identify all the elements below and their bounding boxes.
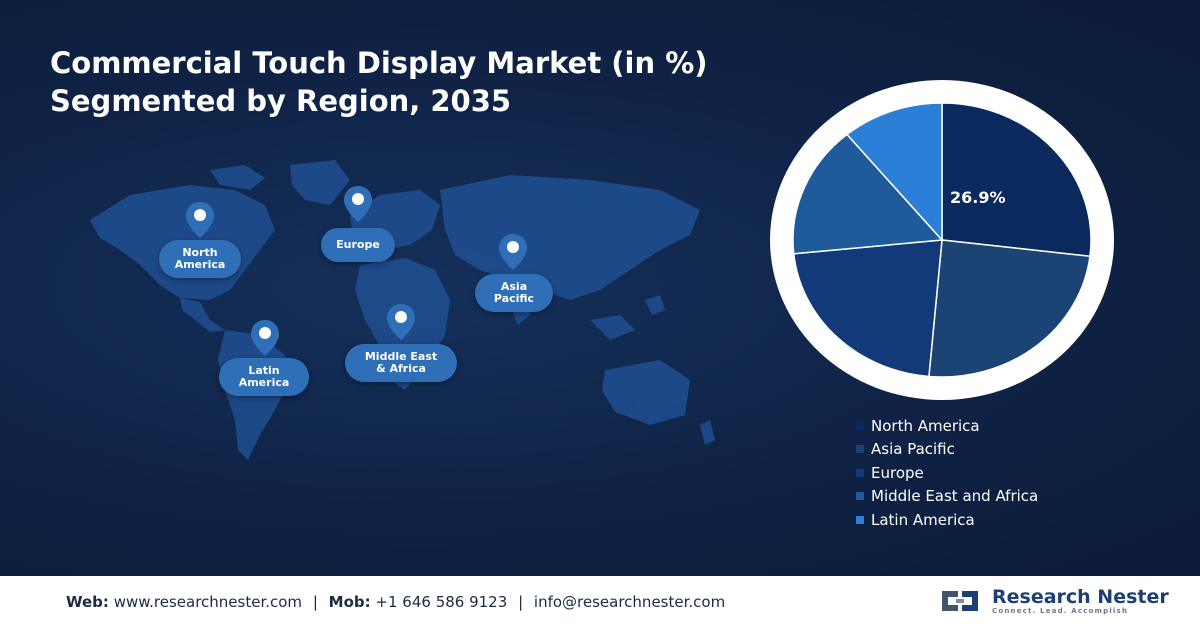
logo-name: Research Nester [992, 586, 1169, 608]
logo-tagline: Connect. Lead. Accomplish [992, 607, 1129, 615]
chart-title-line-2: Segmented by Region, 2035 [50, 84, 512, 118]
chart-title-line-1: Commercial Touch Display Market (in %) [50, 46, 708, 80]
legend-label: Middle East and Africa [871, 487, 1039, 506]
region-label-asia-pacific: Asia Pacific [475, 274, 553, 312]
footer: Web: www.researchnester.com | Mob: +1 64… [0, 576, 1200, 628]
legend-label: Asia Pacific [871, 440, 955, 459]
legend-swatch [856, 445, 864, 454]
region-label-line: Latin [248, 364, 280, 377]
chart-legend: North America Asia Pacific Europe Middle… [856, 414, 1038, 532]
pie-slice-europe [792, 239, 943, 378]
phone-number[interactable]: +1 646 586 9123 [375, 593, 508, 611]
legend-item: North America [856, 414, 1038, 438]
pie-slice-asia-pacific [928, 239, 1091, 378]
separator: | [518, 593, 524, 611]
infographic-canvas: Commercial Touch Display Market (in %) S… [0, 0, 1200, 576]
location-pin-icon [344, 186, 372, 222]
region-label-line: North [182, 246, 218, 259]
web-label: Web: [66, 593, 109, 611]
legend-item: Middle East and Africa [856, 485, 1038, 509]
region-label-north-america: North America [159, 240, 241, 278]
contact-info: Web: www.researchnester.com | Mob: +1 64… [66, 593, 725, 611]
legend-item: Latin America [856, 508, 1038, 532]
region-label-line: Europe [336, 238, 380, 251]
region-label-line: America [174, 258, 226, 271]
region-label-line: Asia [500, 280, 528, 293]
logo-mark-icon [942, 591, 978, 611]
region-label-line: America [238, 376, 290, 389]
region-label-line: Middle East [364, 350, 438, 363]
email-link[interactable]: info@researchnester.com [533, 593, 726, 611]
legend-item: Asia Pacific [856, 438, 1038, 462]
legend-item: Europe [856, 461, 1038, 485]
region-label-line: Pacific [493, 292, 535, 305]
web-link[interactable]: www.researchnester.com [113, 593, 303, 611]
legend-label: Europe [871, 463, 924, 482]
separator: | [312, 593, 318, 611]
research-nester-logo: Research Nester Connect. Lead. Accomplis… [936, 585, 1169, 617]
legend-label: Latin America [871, 510, 975, 529]
pie-data-label: 26.9% [950, 188, 1006, 207]
region-label-middle-east-africa: Middle East & Africa [345, 344, 457, 382]
region-label-latin-america: Latin America [219, 358, 309, 396]
region-label-line: & Africa [376, 362, 426, 375]
location-pin-icon [186, 202, 214, 238]
pie-slice-latin-america [845, 102, 943, 242]
pie-chart [792, 102, 1092, 378]
location-pin-icon [499, 234, 527, 270]
legend-swatch [856, 421, 864, 430]
region-label-europe: Europe [321, 228, 395, 262]
mob-label: Mob: [328, 593, 371, 611]
legend-swatch [856, 468, 864, 477]
legend-label: North America [871, 416, 980, 435]
location-pin-icon [387, 304, 415, 340]
pie-slice-middle-east-and-africa [792, 133, 944, 255]
legend-swatch [856, 492, 864, 501]
chart-title: Commercial Touch Display Market (in %) S… [50, 44, 750, 120]
legend-swatch [856, 515, 864, 524]
location-pin-icon [251, 320, 279, 356]
pie-slice-north-america [941, 102, 1092, 258]
